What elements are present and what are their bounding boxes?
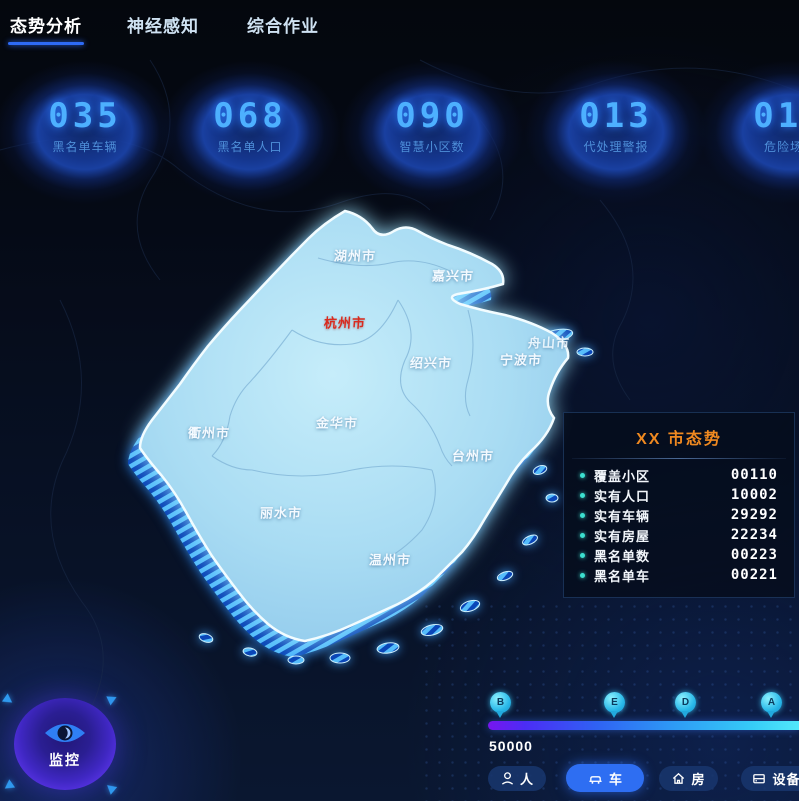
panel-row-label: 黑名单数 <box>594 548 651 564</box>
bullet-dot-icon <box>580 512 585 518</box>
slider-pin-d[interactable]: D <box>675 692 696 718</box>
panel-row-blacklist-count: 黑名单数 00223 <box>580 545 778 565</box>
person-icon <box>501 772 514 785</box>
panel-row-value: 00223 <box>730 547 778 563</box>
slider-pin-e[interactable]: E <box>604 692 625 718</box>
bullet-dot-icon <box>580 572 585 578</box>
slider-value: 50000 <box>489 738 533 754</box>
filter-house-button[interactable]: 房 <box>659 766 718 791</box>
stat-halo <box>0 60 176 204</box>
stat-smart-communities: 090 智慧小区数 <box>341 60 523 204</box>
panel-row-label: 实有人口 <box>594 488 651 504</box>
stat-value: 035 <box>48 96 122 136</box>
filter-person-button[interactable]: 人 <box>488 766 546 791</box>
stat-value: 068 <box>213 96 287 136</box>
city-label-lishui[interactable]: 丽水市 <box>259 505 303 521</box>
stat-label: 代处理警报 <box>583 140 649 154</box>
bullet-dot-icon <box>580 492 585 498</box>
map-landmass[interactable] <box>138 209 570 643</box>
city-situation-panel: XX 市态势 覆盖小区 00110 实有人口 10002 实有车辆 29292 … <box>563 412 795 598</box>
slider-pin-a[interactable]: A <box>761 692 782 718</box>
city-label-jiaxing[interactable]: 嘉兴市 <box>431 268 475 284</box>
stat-label: 危险场所 <box>763 140 799 154</box>
bullet-dot-icon <box>580 532 585 538</box>
city-label-zhoushan[interactable]: 舟山市 <box>527 335 571 351</box>
tab-situation-analysis[interactable]: 态势分析 <box>8 12 84 45</box>
stat-value: 013 <box>579 96 653 136</box>
city-label-jinhua[interactable]: 金华市 <box>315 415 359 431</box>
stat-blacklist-population: 068 黑名单人口 <box>159 60 341 204</box>
slider-pin-b[interactable]: B <box>490 692 511 718</box>
panel-row-value: 10002 <box>730 487 778 503</box>
panel-row-label: 实有房屋 <box>594 528 651 544</box>
panel-title: XX 市态势 <box>636 431 722 448</box>
panel-row-label: 覆盖小区 <box>594 468 651 484</box>
monitor-button[interactable]: 监控 <box>14 698 116 790</box>
panel-row-actual-houses: 实有房屋 22234 <box>580 525 778 545</box>
filter-label: 房 <box>691 772 706 787</box>
filter-label: 车 <box>608 771 623 787</box>
panel-row-blacklist-vehicles: 黑名单车 00221 <box>580 565 778 585</box>
panel-row-actual-population: 实有人口 10002 <box>580 485 778 505</box>
car-icon <box>589 775 602 784</box>
panel-row-label: 实有车辆 <box>594 508 651 524</box>
city-label-huzhou[interactable]: 湖州市 <box>333 248 377 264</box>
panel-row-value: 00221 <box>730 567 778 583</box>
filter-device-button[interactable]: 设备 <box>741 766 799 791</box>
stat-halo <box>525 60 707 204</box>
stat-label: 黑名单车辆 <box>52 140 118 154</box>
panel-row-value: 00110 <box>730 467 778 483</box>
panel-row-actual-vehicles: 实有车辆 29292 <box>580 505 778 525</box>
panel-row-label: 黑名单车 <box>594 568 651 584</box>
monitor-label: 监控 <box>49 751 81 768</box>
top-nav: 态势分析 神经感知 综合作业 <box>0 0 799 46</box>
stat-halo <box>159 60 341 204</box>
stat-label: 智慧小区数 <box>399 140 465 154</box>
city-label-hangzhou-highlighted[interactable]: 杭州市 <box>323 315 367 331</box>
map-city-boundaries <box>211 257 474 563</box>
stat-halo <box>341 60 523 204</box>
house-icon <box>673 772 685 784</box>
range-slider-bar[interactable] <box>488 721 799 730</box>
city-label-taizhou[interactable]: 台州市 <box>451 448 495 464</box>
city-label-wenzhou[interactable]: 温州市 <box>368 552 412 568</box>
filter-label: 设备 <box>772 772 799 787</box>
eye-icon <box>45 723 85 742</box>
city-label-ningbo[interactable]: 宁波市 <box>499 352 543 368</box>
panel-divider <box>572 458 786 459</box>
stat-pending-alerts: 013 代处理警报 <box>525 60 707 204</box>
panel-row-covered-communities: 覆盖小区 00110 <box>580 465 778 485</box>
filter-label: 人 <box>519 772 534 787</box>
stat-value: 019 <box>753 96 799 136</box>
panel-row-value: 29292 <box>730 507 778 523</box>
city-label-quzhou[interactable]: 衢州市 <box>187 425 231 441</box>
bullet-dot-icon <box>580 472 585 478</box>
bullet-dot-icon <box>580 552 585 558</box>
filter-vehicle-button[interactable]: 车 <box>566 764 644 792</box>
stat-value: 090 <box>395 96 469 136</box>
stat-label: 黑名单人口 <box>217 140 283 154</box>
device-icon <box>753 774 766 784</box>
city-label-shaoxing[interactable]: 绍兴市 <box>409 355 453 371</box>
tab-neural-perception[interactable]: 神经感知 <box>127 17 199 36</box>
stat-blacklist-vehicles: 035 黑名单车辆 <box>0 60 176 204</box>
panel-row-value: 22234 <box>730 527 778 543</box>
tab-comprehensive-operations[interactable]: 综合作业 <box>247 17 319 36</box>
stat-dangerous-places: 019 危险场所 <box>699 60 799 204</box>
